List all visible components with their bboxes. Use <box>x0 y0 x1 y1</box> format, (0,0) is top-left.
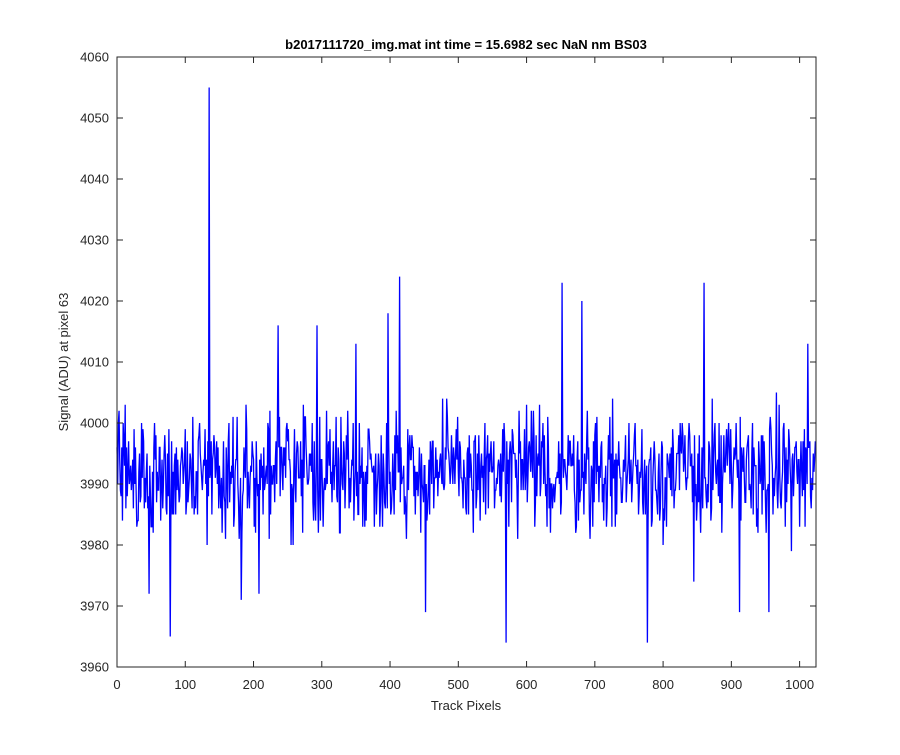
plot-area <box>117 57 816 667</box>
y-tick-label: 4040 <box>80 172 109 187</box>
x-tick-label: 500 <box>447 677 469 692</box>
x-tick-label: 800 <box>652 677 674 692</box>
y-tick-label: 4020 <box>80 294 109 309</box>
y-tick-label: 4000 <box>80 416 109 431</box>
y-tick-label: 4030 <box>80 233 109 248</box>
x-tick-label: 0 <box>113 677 120 692</box>
x-tick-label: 400 <box>379 677 401 692</box>
y-axis-ticks: 3960 3970 3980 3990 4000 4010 4020 4030 4040 4050… <box>80 50 816 675</box>
x-tick-label: 700 <box>584 677 606 692</box>
x-tick-label: 100 <box>174 677 196 692</box>
x-tick-label: 900 <box>721 677 743 692</box>
y-tick-label: 4060 <box>80 50 109 65</box>
y-tick-label: 4050 <box>80 111 109 126</box>
y-axis-label: Signal (ADU) at pixel 63 <box>56 293 71 432</box>
x-tick-label: 1000 <box>785 677 814 692</box>
y-tick-label: 3960 <box>80 660 109 675</box>
y-tick-label: 3970 <box>80 599 109 614</box>
series-line <box>116 87 816 643</box>
series-layer <box>116 87 816 643</box>
x-tick-label: 600 <box>516 677 538 692</box>
y-tick-label: 3990 <box>80 477 109 492</box>
x-tick-label: 300 <box>311 677 333 692</box>
y-tick-label: 3980 <box>80 538 109 553</box>
y-tick-label: 4010 <box>80 355 109 370</box>
x-axis-label: Track Pixels <box>431 698 502 713</box>
x-axis-ticks: 0 100 200 300 400 500 600 700 800 900 1000 <box>113 57 814 692</box>
chart-title: b2017111720_img.mat int time = 15.6982 s… <box>285 37 647 52</box>
x-tick-label: 200 <box>243 677 265 692</box>
